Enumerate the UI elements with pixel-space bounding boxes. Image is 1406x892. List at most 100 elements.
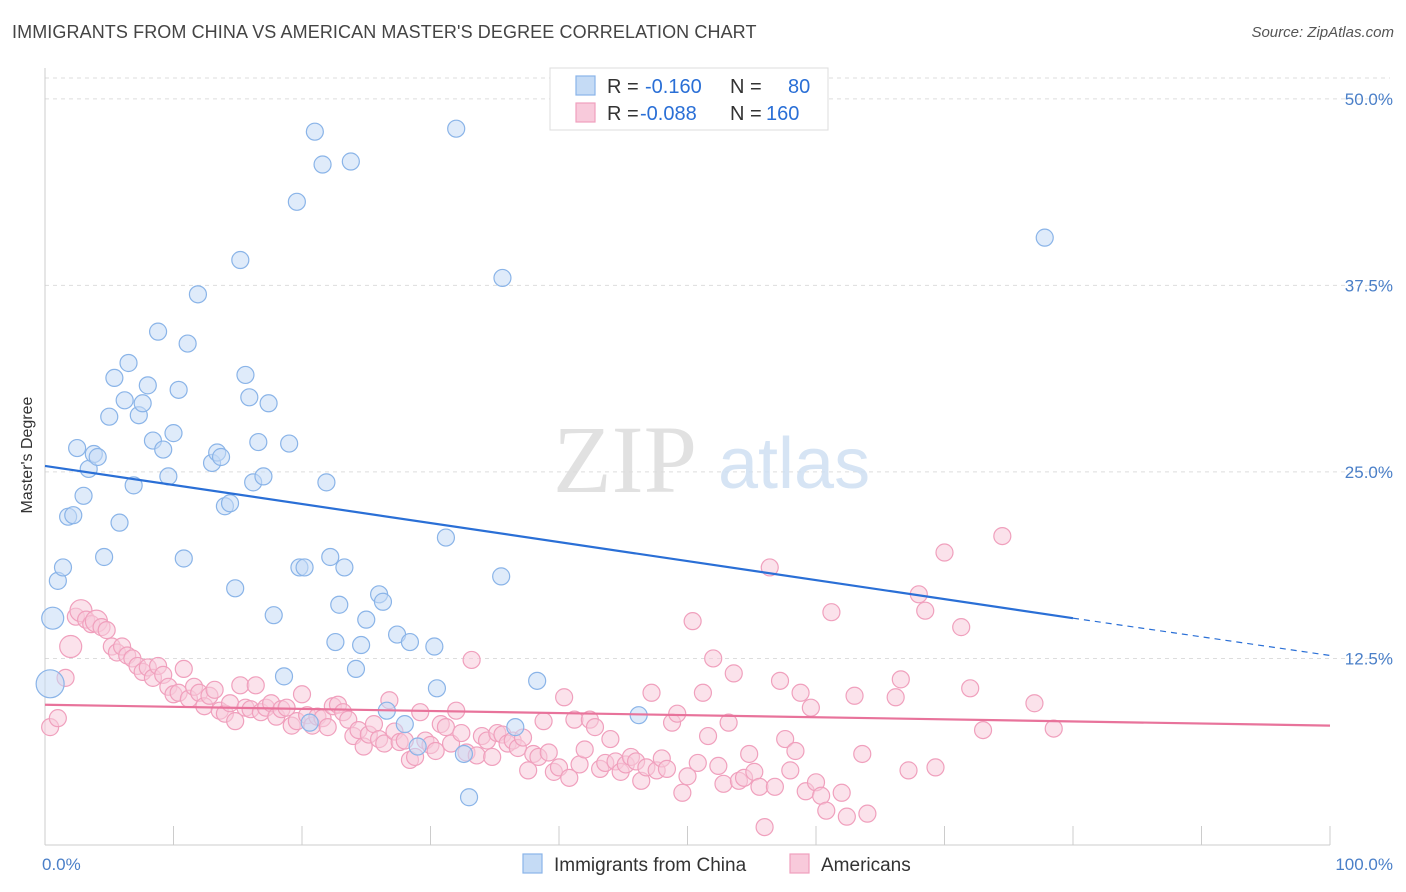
americans-point: [97, 621, 116, 640]
americans-point: [952, 618, 971, 637]
americans-point: [750, 777, 769, 796]
china-point: [454, 744, 474, 764]
china-point: [254, 467, 273, 486]
americans-point: [845, 686, 864, 705]
watermark: ZIP atlas: [553, 406, 870, 513]
china-point: [259, 394, 278, 413]
americans-point: [1044, 719, 1063, 738]
americans-point: [1025, 694, 1044, 713]
americans-point: [292, 685, 312, 704]
watermark-zip: ZIP: [553, 406, 697, 513]
china-point: [335, 558, 354, 577]
americans-point: [926, 758, 945, 777]
china-point: [300, 713, 319, 732]
china-point: [357, 610, 376, 629]
china-point: [53, 558, 73, 577]
americans-point: [916, 601, 935, 620]
americans-point: [673, 783, 692, 802]
americans-point: [822, 603, 841, 622]
china-point: [231, 250, 250, 270]
americans-point: [483, 747, 502, 767]
americans-point: [318, 718, 337, 737]
china-point: [164, 424, 183, 443]
americans-point: [462, 650, 481, 670]
americans-point: [48, 709, 67, 728]
americans-point: [519, 761, 538, 780]
y-tick-label: 37.5%: [1345, 276, 1393, 295]
americans-point: [205, 680, 224, 699]
americans-point: [886, 688, 905, 707]
legend-r-label-2: R =: [607, 103, 639, 125]
americans-point: [539, 743, 558, 762]
americans-point: [704, 649, 723, 668]
chart-title: IMMIGRANTS FROM CHINA VS AMERICAN MASTER…: [12, 22, 757, 42]
x-tick-label: 100.0%: [1335, 855, 1393, 874]
legend-swatch-pink: [575, 102, 596, 123]
americans-point: [220, 694, 240, 713]
china-point: [447, 119, 466, 138]
y-tick-label: 50.0%: [1345, 90, 1393, 109]
americans-point: [698, 726, 718, 746]
americans-point: [791, 683, 810, 702]
americans-point: [891, 670, 910, 689]
americans-point: [452, 723, 471, 743]
americans-point: [786, 741, 805, 761]
series-americans-points: [41, 526, 1063, 837]
watermark-atlas: atlas: [718, 424, 870, 504]
china-point: [88, 447, 107, 467]
china-point: [373, 592, 393, 611]
china-point: [119, 353, 138, 373]
americans-point: [560, 768, 579, 787]
bottom-legend-label-americans: Americans: [821, 855, 911, 876]
x-axis-tick-labels: 0.0% 100.0%: [42, 855, 1393, 874]
americans-point: [231, 676, 250, 695]
china-point: [341, 152, 360, 171]
americans-point: [719, 713, 738, 732]
americans-point: [668, 704, 687, 723]
china-point: [274, 667, 294, 686]
americans-point: [642, 683, 661, 702]
china-point: [305, 122, 324, 141]
americans-point: [174, 659, 193, 679]
trend-lines: [44, 464, 1331, 727]
china-point: [346, 659, 366, 679]
americans-point: [678, 767, 697, 786]
americans-point: [226, 712, 245, 731]
americans-point: [755, 817, 774, 837]
americans-point: [765, 777, 784, 796]
china-point: [1035, 228, 1054, 247]
bottom-legend-label-china: Immigrants from China: [554, 855, 747, 876]
china-point: [64, 506, 83, 525]
y-axis-tick-labels: 12.5% 25.0% 37.5% 50.0%: [1345, 90, 1393, 669]
legend-swatch-blue: [575, 75, 596, 96]
legend-r-label-1: R =: [607, 76, 639, 98]
china-point: [220, 494, 240, 513]
americans-point: [555, 688, 574, 707]
y-tick-label: 12.5%: [1345, 649, 1393, 668]
china-point: [100, 407, 119, 426]
china-point: [395, 715, 414, 734]
americans-point: [657, 759, 677, 778]
china-point: [110, 513, 129, 532]
americans-point: [781, 761, 800, 780]
china-point: [352, 635, 371, 655]
china-point: [330, 595, 349, 614]
china-point: [124, 476, 143, 495]
americans-point: [709, 756, 728, 776]
americans-point: [59, 634, 83, 659]
americans-point: [993, 526, 1012, 546]
x-tick-label: 0.0%: [42, 855, 81, 874]
china-trend-extension: [1072, 617, 1331, 657]
china-trend-line: [44, 464, 1074, 620]
china-point: [408, 737, 427, 756]
legend-n-label-1: N =: [730, 76, 762, 98]
china-point: [188, 285, 208, 304]
china-point: [211, 447, 231, 467]
china-point: [133, 394, 152, 413]
americans-point: [817, 801, 836, 820]
china-point: [280, 434, 299, 453]
china-point: [249, 432, 268, 452]
china-point: [295, 558, 314, 577]
americans-point: [899, 761, 918, 780]
americans-point: [961, 679, 980, 698]
